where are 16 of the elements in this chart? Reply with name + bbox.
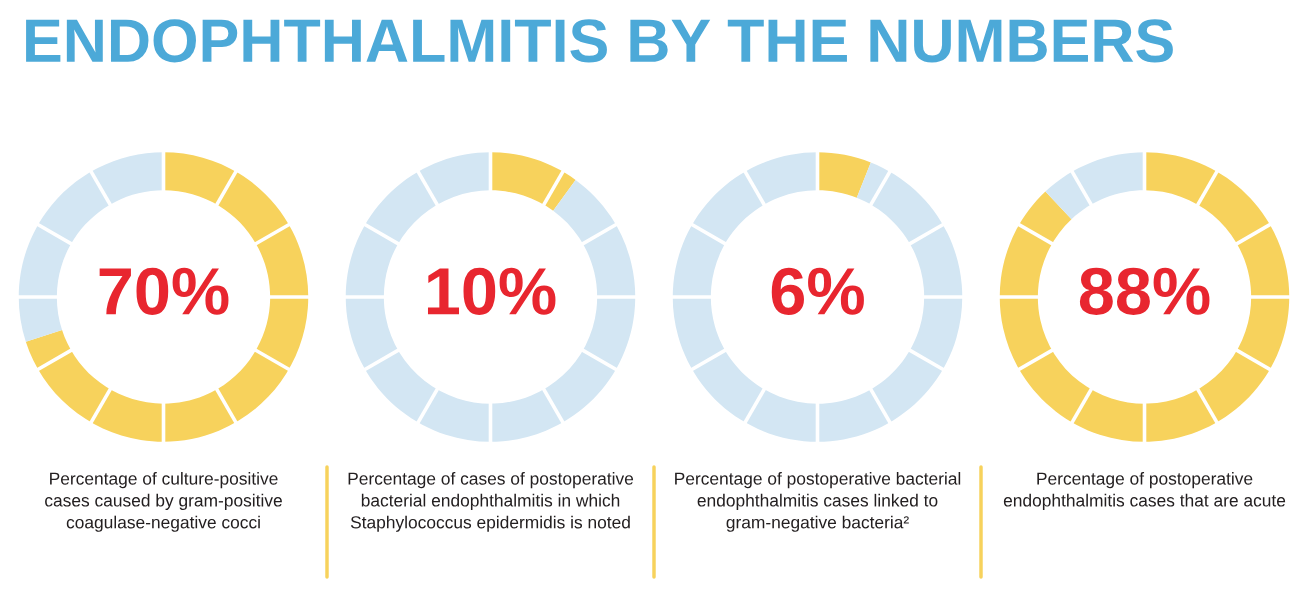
donut-slice (1045, 152, 1145, 220)
donut-slice (999, 152, 1290, 442)
donut-slice (25, 152, 309, 442)
text: Percentage of postoperative endophthalmitis cases that are acute (1003, 472, 1286, 511)
text: 88% (1079, 267, 1210, 315)
text: 10% (427, 267, 556, 315)
donut-slice (345, 152, 636, 442)
text: ENDOPHTHALMITIS BY THE NUMBERS (26, 19, 1173, 63)
text: Percentage of postoperative bacterial endophthalmitis cases linked to gram-negative bacteria² (675, 472, 961, 532)
text: 6% (771, 267, 864, 315)
donut-slice (817, 152, 871, 198)
text: Percentage of cases of postoperative bacterial endophthalmitis in which Staphylococcus epidermidis is noted (348, 472, 634, 532)
text: 70% (99, 267, 229, 315)
donut-slice (490, 152, 576, 211)
text: Percentage of culture-positive cases caused by gram-positive coagulase-negative cocci (45, 472, 282, 532)
donut-slice (672, 152, 963, 442)
